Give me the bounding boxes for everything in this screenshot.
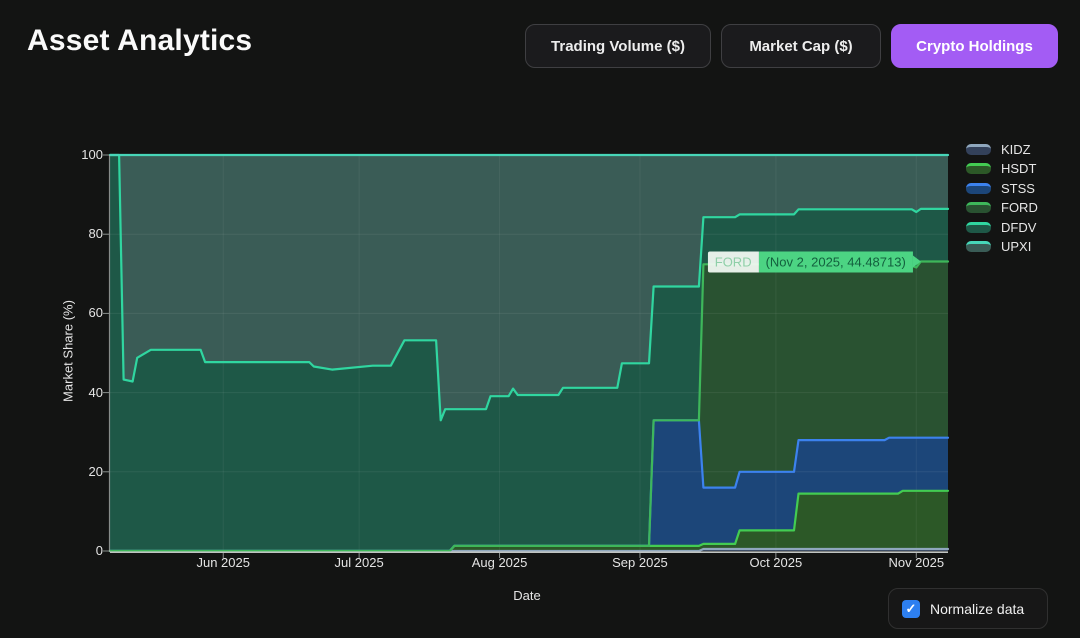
x-tick-label: Jun 2025 [196,555,250,570]
area-band-STSS [110,420,948,551]
legend-item-STSS[interactable]: STSS [966,179,1038,198]
legend-label: HSDT [1001,161,1037,177]
x-tick-label: Aug 2025 [471,555,528,570]
legend: KIDZ HSDT STSS FORD DFDV UPXI [966,140,1038,256]
x-tick-label: Nov 2025 [888,555,945,570]
normalize-card: ✓ Normalize data [888,588,1048,629]
legend-label: KIDZ [1001,142,1031,157]
view-toggle-toolbar: Trading Volume ($) Market Cap ($) Crypto… [525,24,1058,68]
legend-swatch-icon [966,163,991,175]
legend-item-FORD[interactable]: FORD [966,198,1038,217]
market-cap-button[interactable]: Market Cap ($) [721,24,881,68]
x-tick-label: Jul 2025 [334,555,384,570]
legend-swatch-icon [966,221,991,233]
legend-item-DFDV[interactable]: DFDV [966,218,1038,237]
legend-swatch-icon [966,144,991,155]
tooltip-series-label: FORD [707,251,759,273]
page-title: Asset Analytics [27,24,253,57]
crypto-holdings-button[interactable]: Crypto Holdings [891,24,1058,68]
tooltip-value-label: (Nov 2, 2025, 44.48713) [758,251,913,273]
legend-swatch-icon [966,202,991,214]
x-tick-label: Oct 2025 [749,555,803,570]
tooltip-arrow-icon [912,255,921,268]
hover-tooltip: FORD (Nov 2, 2025, 44.48713) [707,251,921,273]
y-tick-label: 20 [88,463,103,479]
area-band-UPXI [110,155,948,421]
legend-swatch-icon [966,182,991,194]
legend-item-KIDZ[interactable]: KIDZ [966,140,1038,159]
y-tick-label: 60 [88,305,103,321]
x-axis-title: Date [513,588,541,603]
legend-label: UPXI [1001,238,1032,254]
trading-volume-button[interactable]: Trading Volume ($) [525,24,711,68]
legend-label: STSS [1001,180,1035,196]
legend-item-HSDT[interactable]: HSDT [966,159,1038,178]
normalize-checkbox[interactable]: ✓ [902,599,920,618]
y-tick-label: 40 [88,384,103,400]
x-tick-label: Sep 2025 [612,555,668,570]
legend-label: FORD [1001,200,1038,216]
legend-label: DFDV [1001,219,1037,235]
legend-swatch-icon [966,240,991,252]
legend-item-UPXI[interactable]: UPXI [966,237,1038,256]
series-line-DFDV [108,153,950,422]
y-tick-label: 80 [88,226,103,242]
normalize-label: Normalize data [930,600,1025,617]
area-band-FORD [110,261,948,551]
y-tick-label: 0 [95,543,103,558]
y-tick-label: 100 [81,147,103,162]
